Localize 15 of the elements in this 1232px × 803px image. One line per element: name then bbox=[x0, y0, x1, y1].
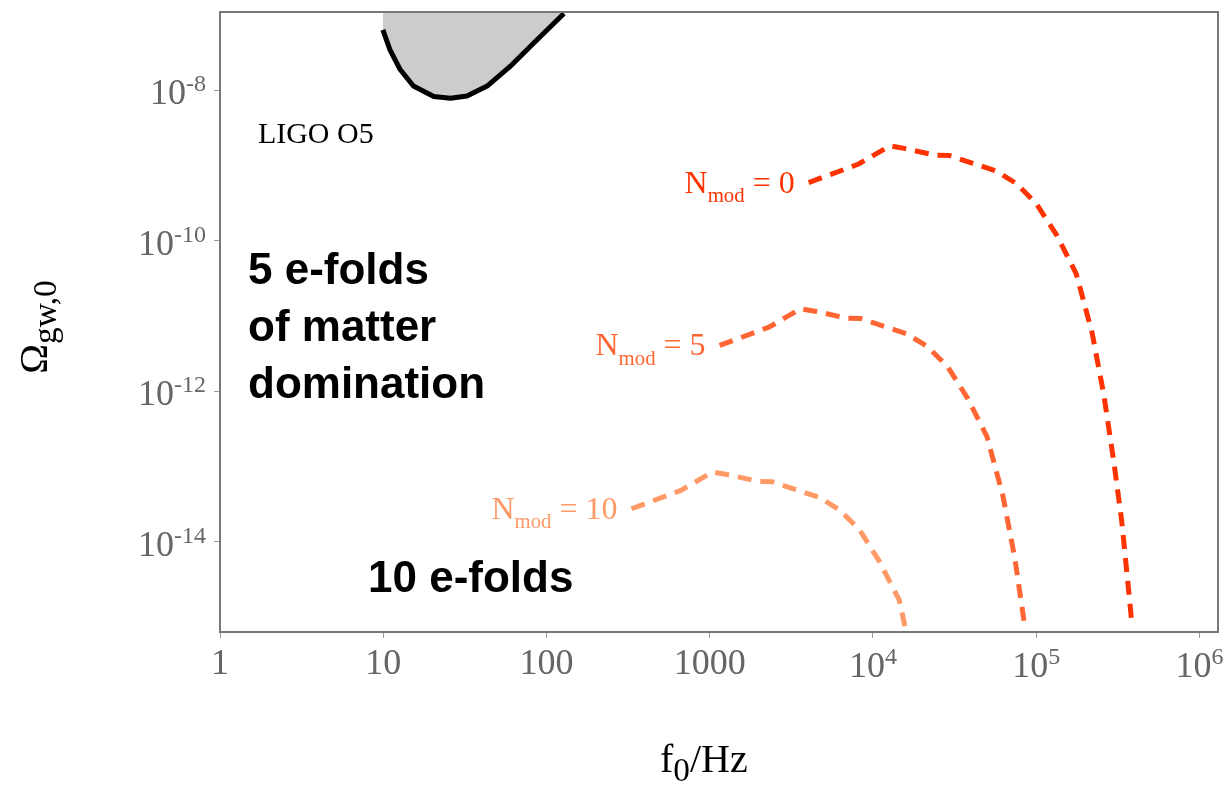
x-tick-label: 10$^{4}$ bbox=[848, 643, 897, 685]
y-tick-label: 10$^{-14}$ bbox=[138, 521, 206, 564]
y-tick-label: 10$^{-10}$ bbox=[138, 220, 206, 263]
x-tick-label: 10 bbox=[365, 642, 402, 682]
annotation: 10 e-folds bbox=[368, 551, 575, 603]
x-tick-label: 1000 bbox=[673, 642, 746, 682]
y-tick-label: 10$^{-12}$ bbox=[138, 370, 206, 413]
series-label: LIGO O5 bbox=[257, 116, 374, 150]
x-tick-label: 10$^{5}$ bbox=[1012, 643, 1061, 685]
y-tick-label: 10$^{-8}$ bbox=[150, 69, 206, 112]
x-tick-label: 100 bbox=[519, 642, 574, 682]
x-tick-label: 10$^{6}$ bbox=[1175, 643, 1224, 685]
x-axis-title: f$_{0}$/Hz bbox=[660, 735, 748, 789]
x-tick-label: 1 bbox=[211, 642, 229, 682]
annotation: 5 e-folds of matter domination bbox=[248, 243, 486, 410]
